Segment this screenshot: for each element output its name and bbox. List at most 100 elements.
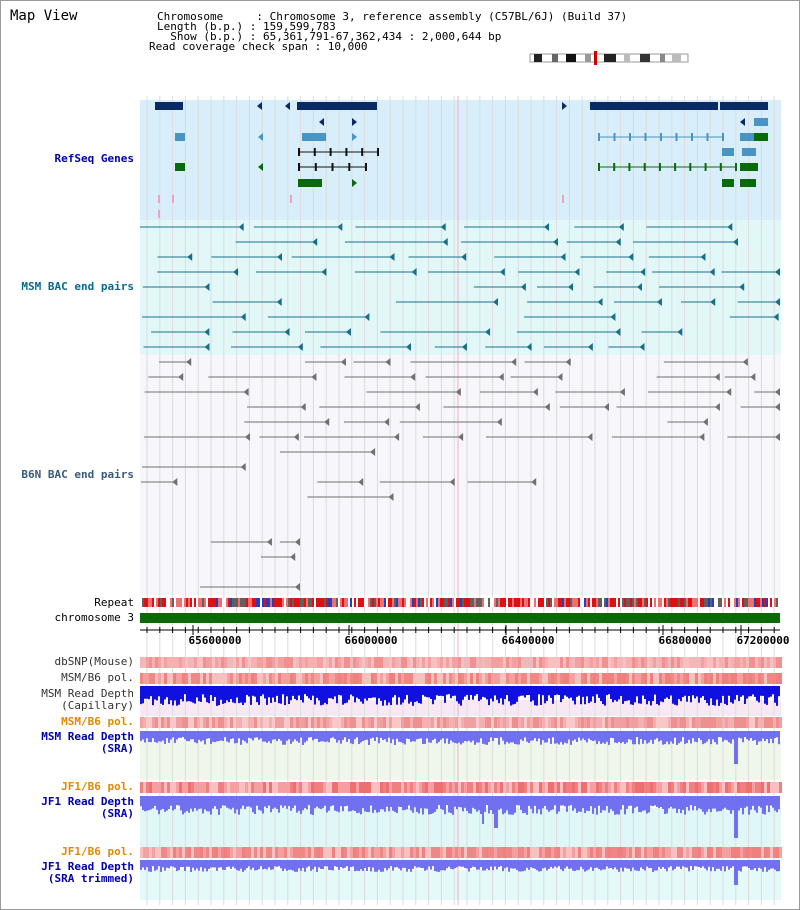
jf1-sra-depth-bar [744,796,746,808]
msm-bac-end [574,268,580,276]
msm-sra-depth-bar [380,731,382,738]
msm-sra-depth-bar [240,731,242,745]
msm-b6-pol-strip [581,717,584,728]
jf1-b6-pol-strip [158,847,161,858]
jf1-b6-pol-strip [338,847,341,858]
track-label-b6n-bac[interactable]: B6N BAC end pairs [21,468,134,481]
repeat-element [668,598,670,607]
msm-capillary-depth-bar [184,686,186,695]
msm-b6-pol-strip [326,717,329,728]
repeat-element [242,598,244,607]
msm-sra-depth-bar [228,731,230,743]
jf1-trimmed-depth-bar [582,860,584,870]
jf1-trimmed-depth-bar [226,860,228,867]
msm-b6-pol-strip [299,673,302,684]
refseq-gene-exon [660,133,662,141]
axis-tick-label: 67200000 [737,634,790,647]
msm-b6-pol-strip [260,717,263,728]
msm-sra-depth-bar [752,731,754,741]
msm-capillary-depth-bar [222,686,224,704]
dbsnp-strip [206,657,209,668]
msm-capillary-depth-bar [338,686,340,695]
jf1-b6-pol-strip [227,782,230,793]
gene-arrow [319,118,324,126]
msm-capillary-depth-bar [496,686,498,700]
msm-b6-pol-strip [185,717,188,728]
msm-sra-depth-bar [330,731,332,739]
dbsnp-strip [329,657,332,668]
jf1-b6-pol-strip [374,847,377,858]
jf1-b6-pol-strip [365,782,368,793]
msm-sra-depth-bar [422,731,424,744]
jf1-b6-pol-strip [746,782,749,793]
repeat-element [260,598,262,607]
track-label-msm-bac[interactable]: MSM BAC end pairs [21,280,134,293]
msm-sra-depth-bar [386,731,388,742]
repeat-element [212,598,214,607]
track-label-msm-b6-pol-1: MSM/B6 pol. [61,671,134,684]
jf1-sra-depth-bar [336,796,338,812]
jf1-trimmed-depth-bar [294,860,296,872]
msm-sra-depth-bar [452,731,454,743]
dbsnp-strip [749,657,752,668]
jf1-trimmed-depth-bar [178,860,180,871]
msm-sra-depth-bar [284,731,286,745]
repeat-element [252,598,254,607]
repeat-element [570,598,572,607]
repeat-element [740,598,742,607]
repeat-element [326,598,328,607]
msm-b6-pol-strip [752,673,755,684]
jf1-trimmed-depth-bar [422,860,424,868]
repeat-element [218,598,220,607]
jf1-trimmed-depth-bar [626,860,628,869]
repeat-element [646,598,648,607]
gene-block [590,102,718,110]
jf1-sra-depth-bar [658,796,660,809]
jf1-trimmed-depth-bar [760,860,762,869]
jf1-sra-depth-bar [230,796,232,810]
msm-b6-pol-strip [317,673,320,684]
track-label-refseq-genes[interactable]: RefSeq Genes [54,152,134,165]
msm-b6-pol-strip [251,717,254,728]
jf1-sra-depth-bar [364,796,366,812]
jf1-trimmed-depth-bar [738,860,740,871]
jf1-b6-pol-strip [404,782,407,793]
msm-sra-depth-bar [564,731,566,743]
dbsnp-strip [698,657,701,668]
msm-capillary-depth-bar [638,686,640,704]
repeat-element [734,598,736,607]
msm-b6-pol-strip [521,717,524,728]
jf1-b6-pol-strip [380,847,383,858]
b6n-bac-end [775,433,780,441]
jf1-trimmed-depth-bar [318,860,320,868]
msm-b6-pol-strip [665,673,668,684]
dbsnp-strip [407,657,410,668]
jf1-sra-depth-bar [160,796,162,810]
msm-sra-depth-bar [208,731,210,739]
jf1-b6-pol-strip [458,847,461,858]
jf1-trimmed-depth-bar [410,860,412,872]
jf1-trimmed-depth-bar [336,860,338,867]
repeat-element [572,598,574,607]
dbsnp-strip [281,657,284,668]
msm-sra-depth-bar [578,731,580,738]
msm-b6-pol-strip [503,717,506,728]
msm-capillary-depth-bar [384,686,386,701]
refseq-gene-exon [298,163,300,171]
jf1-sra-depth-bar [462,796,464,812]
msm-b6-pol-strip [758,717,761,728]
msm-capillary-depth-bar [690,686,692,703]
jf1-trimmed-depth-bar [152,860,154,867]
msm-capillary-depth-bar [470,686,472,695]
jf1-b6-pol-strip [626,847,629,858]
jf1-b6-pol-strip [533,782,536,793]
jf1-b6-pol-strip [632,847,635,858]
jf1-b6-pol-strip [347,782,350,793]
msm-capillary-depth-bar [314,686,316,705]
repeat-element [222,598,224,607]
repeat-element [224,598,226,607]
repeat-element [562,598,564,607]
jf1-b6-pol-strip [686,847,689,858]
repeat-element [678,598,680,607]
msm-b6-pol-strip [386,717,389,728]
